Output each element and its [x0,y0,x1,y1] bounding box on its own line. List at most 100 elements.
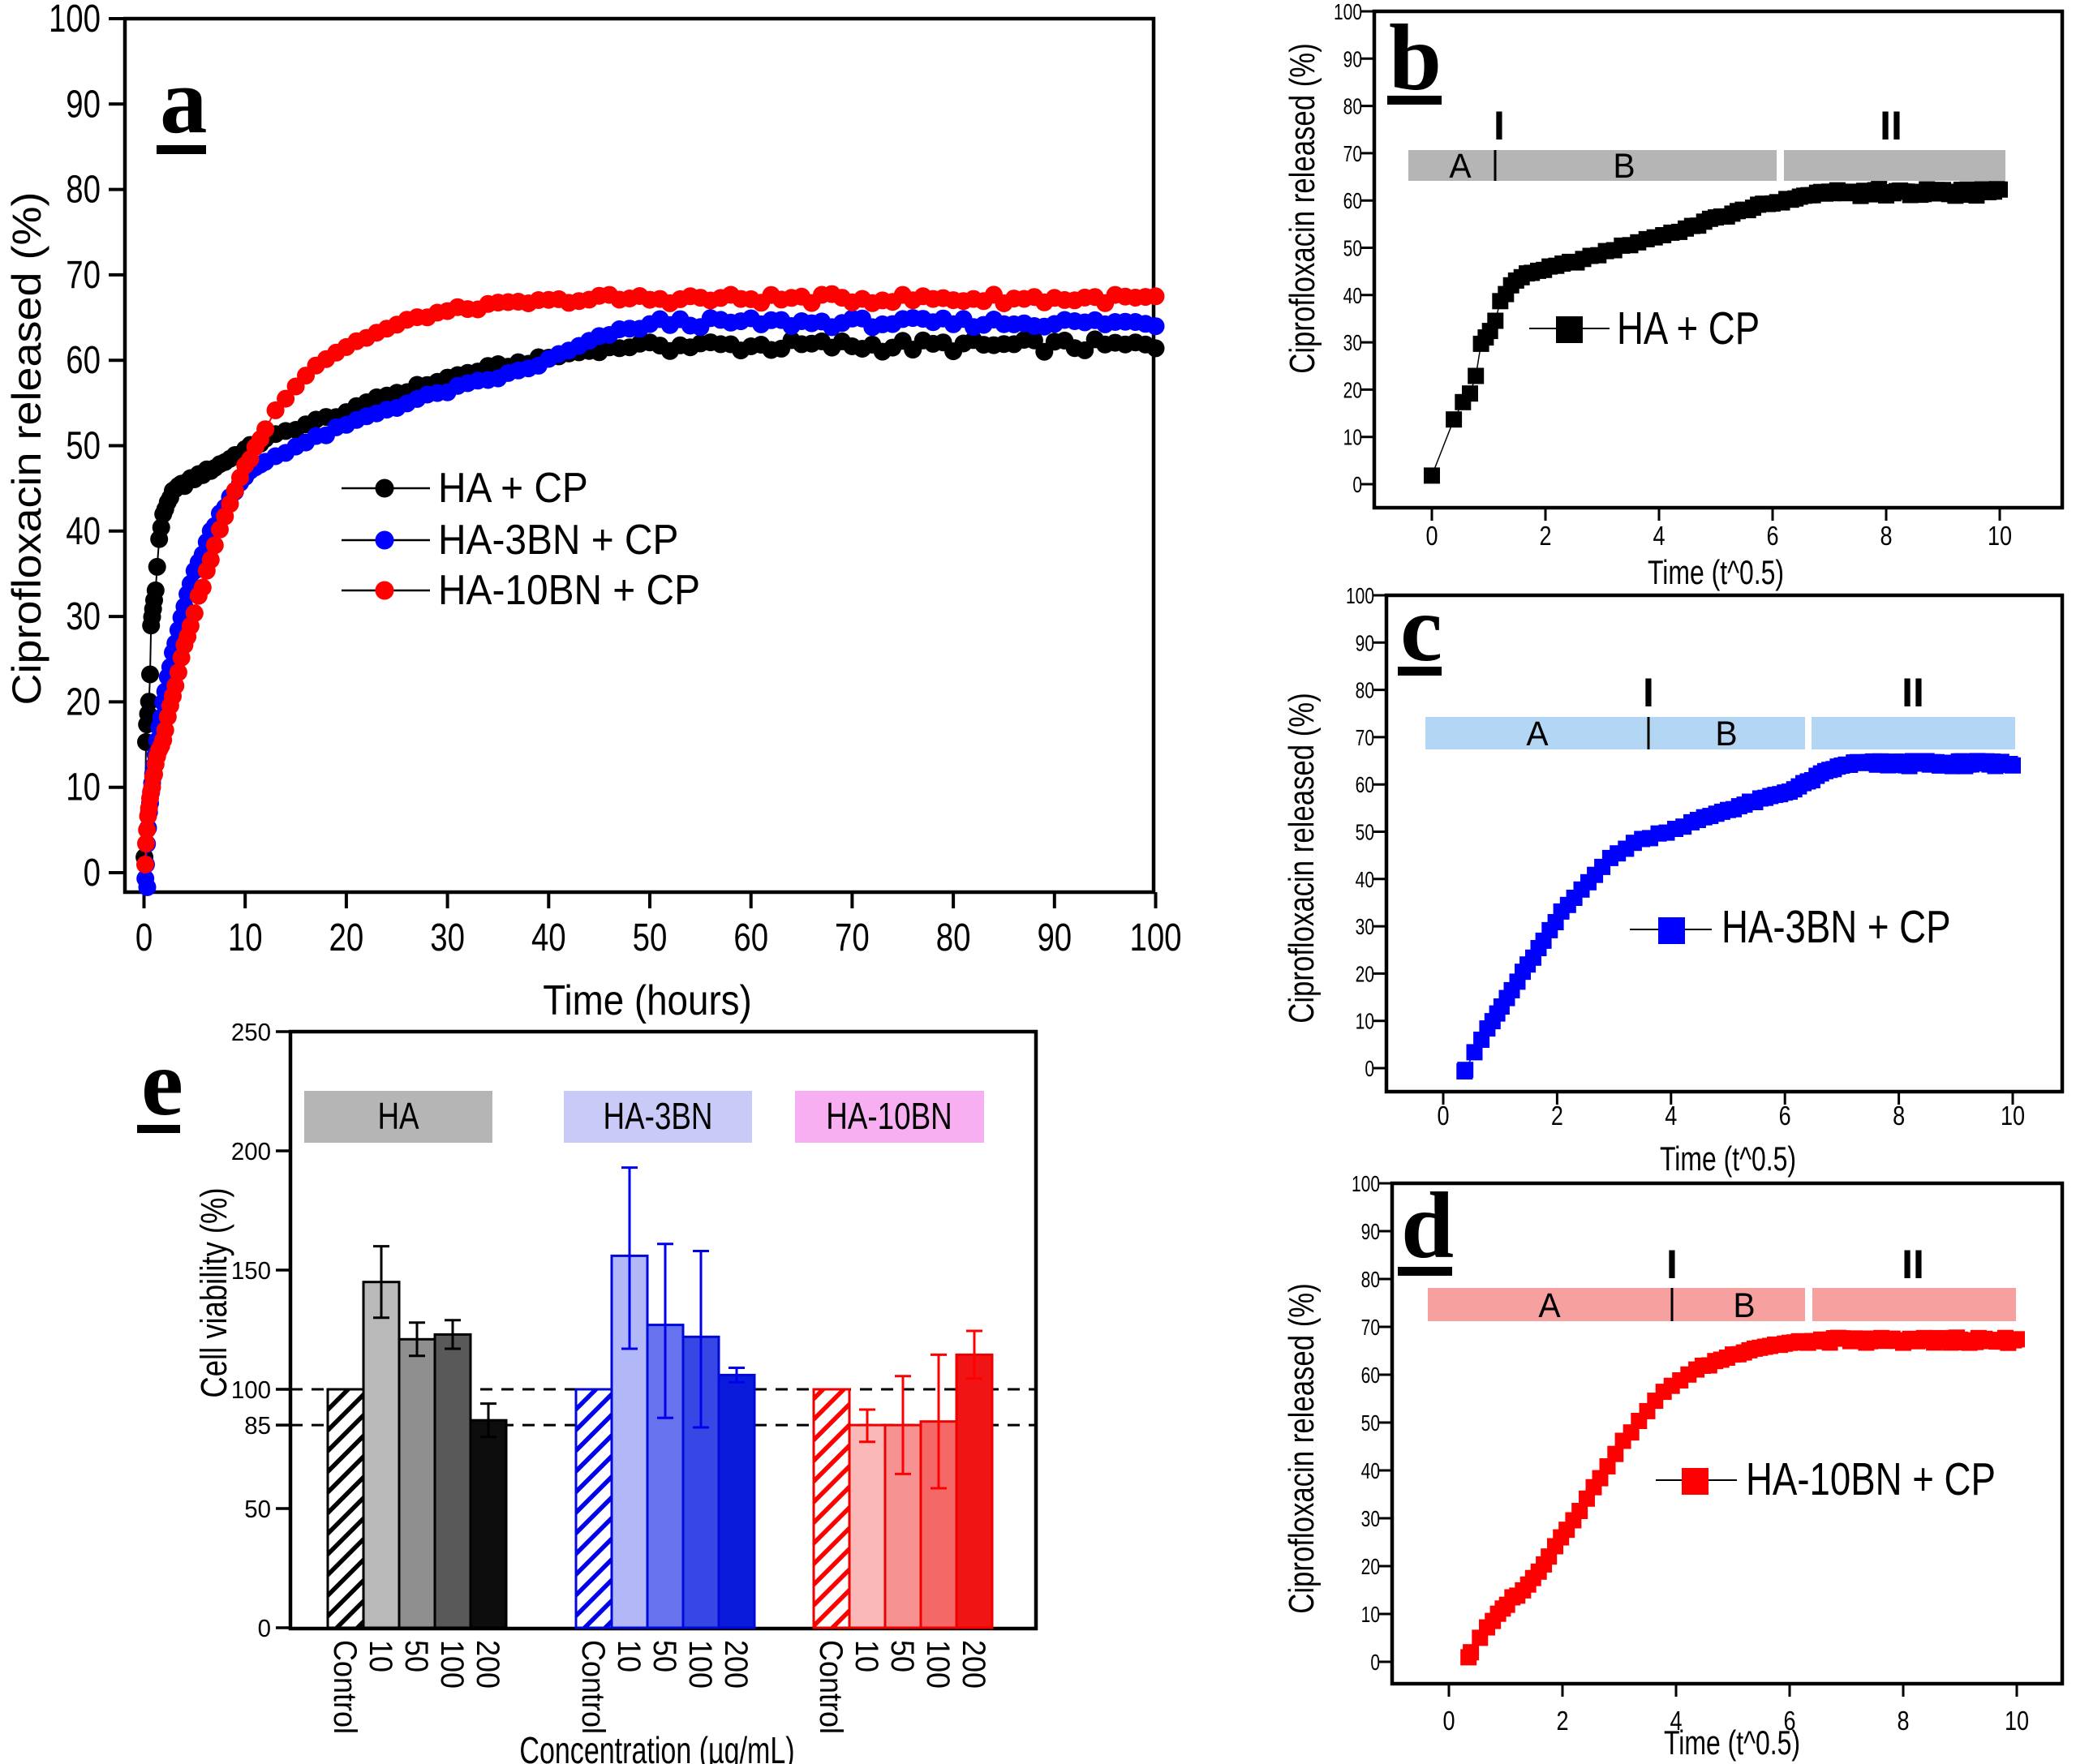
svg-text:B: B [1733,1285,1755,1324]
svg-text:100: 100 [920,1640,956,1689]
svg-text:30: 30 [1356,915,1374,940]
svg-text:I: I [1494,103,1505,148]
svg-text:0: 0 [1442,1707,1455,1736]
svg-text:8: 8 [1897,1707,1909,1736]
svg-text:Ciprofloxacin released (%): Ciprofloxacin released (%) [1282,693,1322,1024]
svg-text:30: 30 [1343,331,1362,356]
svg-text:Time (t^0.5): Time (t^0.5) [1660,1140,1796,1178]
svg-text:100: 100 [1334,0,1362,25]
svg-text:2: 2 [1556,1707,1568,1736]
svg-text:20: 20 [329,916,364,959]
svg-text:10: 10 [2001,1102,2025,1131]
svg-text:200: 200 [956,1640,991,1689]
svg-text:6: 6 [1779,1102,1791,1131]
svg-text:80: 80 [1343,95,1362,120]
svg-text:HA-10BN + CP: HA-10BN + CP [1746,1453,1996,1504]
svg-text:I: I [1643,670,1654,715]
svg-text:10: 10 [849,1640,884,1672]
svg-text:20: 20 [1343,379,1362,404]
svg-text:150: 150 [231,1257,271,1285]
svg-text:10: 10 [1343,426,1362,451]
svg-text:60: 60 [733,916,768,959]
svg-text:10: 10 [66,766,101,809]
svg-text:0: 0 [258,1615,271,1642]
svg-text:70: 70 [1361,1315,1380,1341]
svg-text:A: A [1538,1285,1560,1324]
svg-text:80: 80 [1361,1268,1380,1293]
svg-text:30: 30 [66,595,101,638]
svg-text:6: 6 [1766,522,1778,552]
svg-text:80: 80 [936,916,971,959]
svg-text:10: 10 [363,1640,398,1672]
svg-text:90: 90 [1037,916,1072,959]
svg-text:50: 50 [1361,1411,1380,1436]
svg-text:Control: Control [327,1640,363,1734]
svg-text:10: 10 [1988,522,2012,552]
svg-text:70: 70 [835,916,870,959]
svg-text:HA-3BN + CP: HA-3BN + CP [1721,900,1951,952]
svg-text:50: 50 [1356,821,1374,846]
svg-text:6: 6 [1783,1707,1795,1736]
svg-text:4: 4 [1670,1707,1682,1736]
svg-text:4: 4 [1665,1102,1677,1131]
svg-text:Concentration (µg/mL): Concentration (µg/mL) [519,1729,794,1764]
svg-text:100: 100 [1129,916,1181,959]
svg-text:40: 40 [531,916,566,959]
svg-text:40: 40 [1361,1459,1380,1484]
svg-text:8: 8 [1880,522,1892,552]
svg-text:200: 200 [231,1138,271,1165]
svg-text:0: 0 [84,852,101,895]
svg-text:HA-10BN: HA-10BN [826,1095,952,1137]
svg-text:II: II [1902,1242,1924,1287]
svg-text:60: 60 [1343,189,1362,214]
svg-text:50: 50 [66,425,101,468]
svg-text:10: 10 [228,916,263,959]
svg-text:b: b [1389,6,1442,110]
svg-text:Cell viability (%): Cell viability (%) [193,1187,234,1397]
svg-text:Ciprofloxacin released (%): Ciprofloxacin released (%) [1282,1283,1322,1614]
svg-text:II: II [1880,103,1902,148]
svg-text:B: B [1613,146,1635,185]
svg-text:2: 2 [1539,522,1551,552]
svg-text:50: 50 [633,916,668,959]
svg-text:80: 80 [1356,679,1374,704]
svg-text:2: 2 [1551,1102,1563,1131]
svg-text:HA-3BN: HA-3BN [604,1095,713,1137]
svg-text:Control: Control [813,1640,849,1734]
svg-text:100: 100 [1346,584,1374,609]
svg-text:10: 10 [1356,1010,1374,1035]
svg-text:Time (t^0.5): Time (t^0.5) [1648,553,1784,591]
svg-text:A: A [1449,146,1471,185]
svg-text:50: 50 [398,1640,434,1672]
svg-text:50: 50 [244,1496,271,1523]
svg-text:a: a [160,49,208,153]
svg-text:60: 60 [66,339,101,382]
svg-text:100: 100 [434,1640,470,1689]
svg-text:Time (hours): Time (hours) [543,977,752,1024]
svg-text:90: 90 [66,83,101,126]
svg-text:20: 20 [1356,963,1374,988]
svg-text:0: 0 [135,916,153,959]
svg-text:90: 90 [1356,632,1374,657]
svg-text:Time (t^0.5): Time (t^0.5) [1664,1723,1800,1762]
svg-text:Ciprofloxacin released (%): Ciprofloxacin released (%) [1283,43,1322,374]
svg-text:90: 90 [1343,48,1362,73]
svg-text:100: 100 [231,1376,271,1404]
svg-text:60: 60 [1356,773,1374,798]
svg-text:40: 40 [1343,284,1362,309]
svg-text:4: 4 [1653,522,1665,552]
svg-text:8: 8 [1893,1102,1905,1131]
svg-text:80: 80 [66,169,101,212]
svg-text:50: 50 [884,1640,920,1672]
svg-text:II: II [1902,670,1924,715]
svg-text:50: 50 [647,1640,682,1672]
svg-text:Control: Control [575,1640,611,1734]
svg-text:0: 0 [1425,522,1438,552]
svg-text:10: 10 [2005,1707,2029,1736]
svg-text:e: e [141,1031,183,1135]
svg-text:85: 85 [244,1412,271,1440]
svg-text:d: d [1401,1174,1454,1278]
svg-text:20: 20 [66,680,101,723]
svg-text:70: 70 [66,254,101,297]
svg-text:Ciprofloxacin released (%): Ciprofloxacin released (%) [5,192,50,706]
